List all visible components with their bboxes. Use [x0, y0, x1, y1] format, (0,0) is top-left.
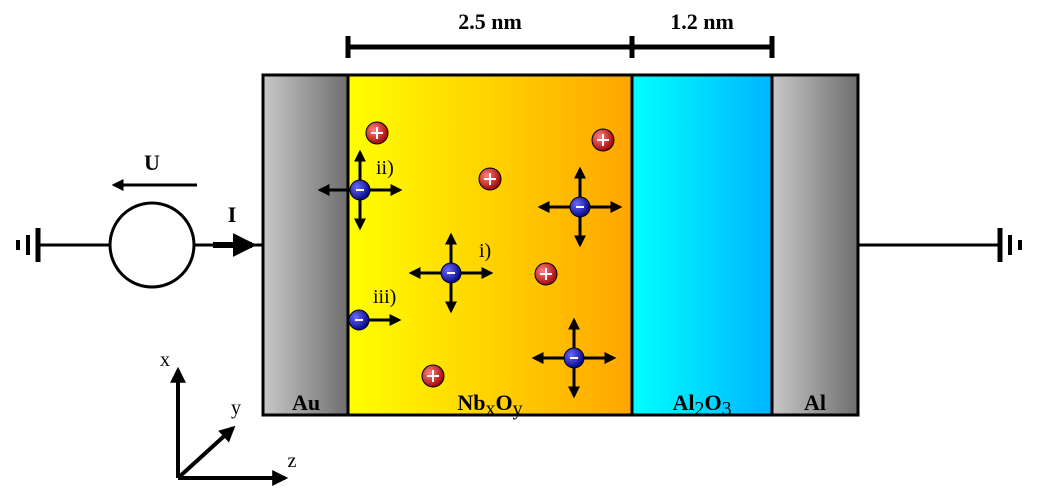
label-part: O: [496, 390, 513, 415]
circuit: [16, 179, 1022, 289]
layer-label: Al: [804, 390, 826, 415]
dimension-bar: [345, 36, 775, 58]
plus-sign: [484, 173, 496, 185]
label-sub: x: [486, 398, 496, 420]
process-label: i): [479, 240, 491, 262]
layer-label: NbxOy: [457, 390, 522, 420]
label-sub: 3: [722, 398, 732, 420]
particles: [317, 121, 623, 399]
al2o3-layer: [632, 75, 772, 415]
plus-sign: [427, 370, 439, 382]
axis-label: x: [160, 349, 170, 371]
label-part: Nb: [457, 390, 485, 415]
label-part: O: [704, 390, 721, 415]
al-layer: [772, 75, 858, 415]
plus-sign: [540, 268, 552, 280]
current-label: I: [228, 202, 237, 227]
label-sub: 2: [694, 398, 704, 420]
layer-label: Au: [292, 390, 320, 415]
axis-label: y: [231, 397, 241, 419]
layer-label: Al2O3: [672, 390, 731, 420]
dimension-label: 1.2 nm: [670, 9, 734, 34]
process-label: ii): [376, 157, 394, 179]
label-sub: y: [513, 398, 523, 420]
axis-label: z: [288, 450, 297, 472]
label-part: Al: [672, 390, 694, 415]
voltage-label: U: [144, 150, 160, 175]
process-label: iii): [373, 286, 396, 308]
plus-sign: [597, 134, 609, 146]
dimension-label: 2.5 nm: [458, 9, 522, 34]
plus-sign: [371, 127, 383, 139]
au-layer: [263, 75, 348, 415]
coordinate-axes: [170, 366, 289, 486]
